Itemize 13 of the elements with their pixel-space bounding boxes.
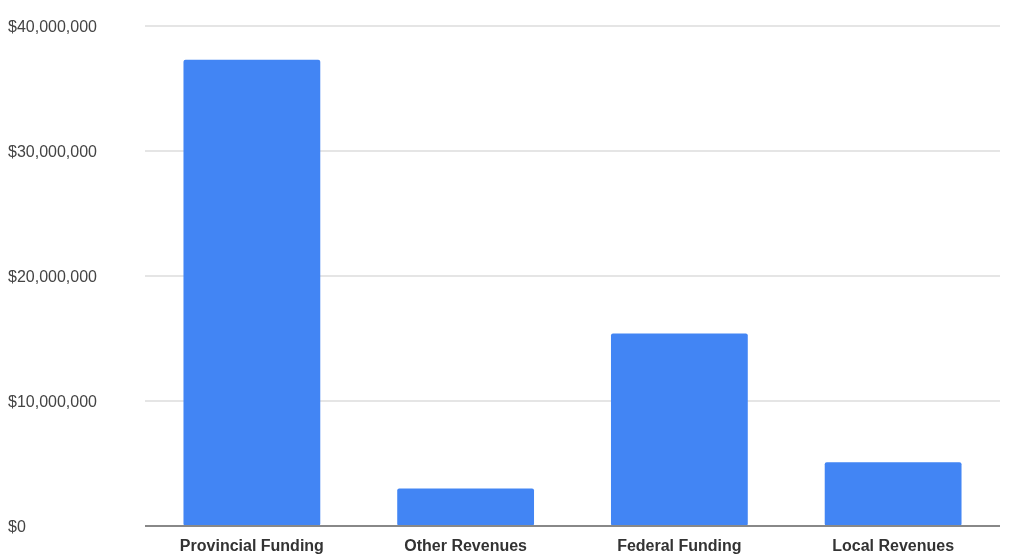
y-tick-label: $10,000,000 (8, 392, 98, 410)
x-tick-label: Other Revenues (404, 537, 528, 554)
y-tick-label: $20,000,000 (8, 267, 98, 285)
bar (397, 488, 535, 526)
x-tick-label: Federal Funding (617, 537, 742, 554)
x-tick-label: Local Revenues (832, 537, 955, 554)
y-tick-label: $40,000,000 (8, 17, 98, 35)
y-tick-label: $0 (8, 517, 26, 535)
bar (610, 333, 748, 526)
bar (183, 59, 321, 526)
bar (824, 462, 962, 526)
x-tick-label: Provincial Funding (179, 537, 324, 554)
y-tick-label: $30,000,000 (8, 142, 98, 160)
